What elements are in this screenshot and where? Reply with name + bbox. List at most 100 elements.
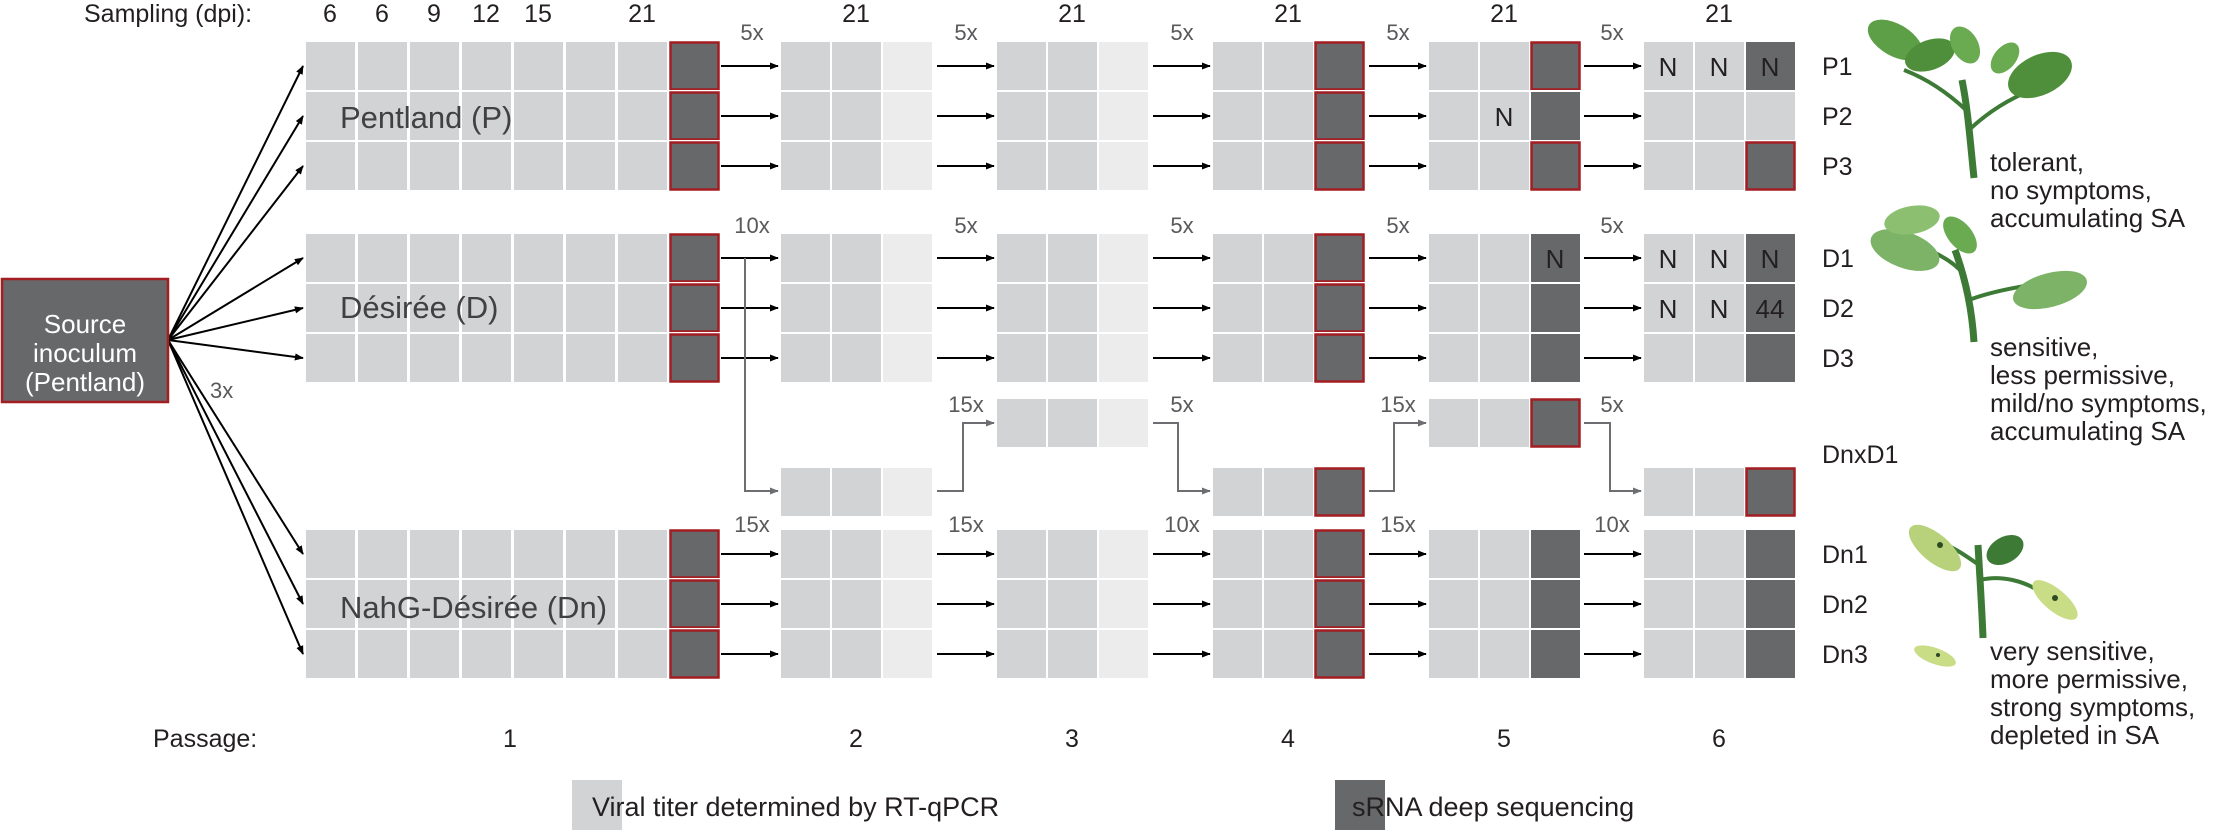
p1-cell: [356, 628, 409, 680]
p1-cell: [356, 140, 409, 192]
seq-cell: [1529, 232, 1582, 284]
cell-mark: N: [1761, 52, 1780, 82]
sample-cell: [1478, 40, 1531, 92]
sequenced-outline: [1314, 141, 1365, 191]
p1-cell: [564, 578, 617, 630]
cultivar-name: Pentland (P): [340, 100, 512, 135]
p1-cell: [564, 628, 617, 680]
sample-cell: [1478, 282, 1531, 334]
transfer-arrow: [167, 165, 304, 341]
seq-cell: [1744, 332, 1797, 384]
trait-text: no symptoms,: [1990, 175, 2152, 205]
p1-cell: [460, 282, 513, 334]
p1-cell: [616, 628, 669, 680]
cell-mark: N: [1761, 244, 1780, 274]
nahg-multiplier: 15x: [948, 512, 983, 537]
sample-cell: [1097, 332, 1150, 384]
dpi-label: 21: [842, 0, 870, 28]
p1-cell: [356, 528, 409, 580]
sample-cell: [779, 40, 832, 92]
dpi-label: 15: [524, 0, 552, 28]
sample-cell: [995, 90, 1048, 142]
p1-cell: [616, 282, 669, 334]
nahg-desiree-plant-illustration: [1908, 524, 2078, 667]
sample-cell: [830, 282, 883, 334]
sample-cell: [1642, 578, 1695, 630]
sequenced-outline: [1745, 467, 1796, 517]
desiree-multiplier: 10x: [734, 213, 769, 238]
sample-cell: [881, 466, 934, 518]
seq-cell: [1313, 40, 1366, 92]
source-line-1: Source: [44, 309, 126, 339]
transfer-arrow: [744, 258, 779, 495]
seq-cell: [1744, 466, 1797, 518]
sequenced-outline: [669, 579, 720, 629]
p1-cell: [304, 332, 357, 384]
sample-cell: [1427, 332, 1480, 384]
sample-cell: [1642, 232, 1695, 284]
sample-grid: [304, 40, 1797, 680]
sequenced-outline: [1314, 41, 1365, 91]
sample-cell: [1097, 40, 1150, 92]
sample-cell: [881, 140, 934, 192]
sample-cell: [779, 628, 832, 680]
desiree-multiplier: 5x: [1170, 213, 1193, 238]
transfer-arrow: [167, 339, 304, 361]
seq-cell: [1744, 628, 1797, 680]
sample-cell: [1478, 90, 1531, 142]
p1-cell: [616, 140, 669, 192]
p1-cell: [564, 90, 617, 142]
sample-cell: [1046, 40, 1099, 92]
sample-cell: [1262, 232, 1315, 284]
sample-cell: [1046, 90, 1099, 142]
cell-mark: N: [1495, 102, 1514, 132]
sample-cell: [830, 232, 883, 284]
sample-cell: [1262, 40, 1315, 92]
cultivar-name: NahG-Désirée (Dn): [340, 590, 607, 625]
seq-cell: [1529, 578, 1582, 630]
sample-cell: [830, 578, 883, 630]
sample-cell: [779, 528, 832, 580]
sample-cell: [881, 628, 934, 680]
sequenced-outline: [669, 91, 720, 141]
sample-cell: [1427, 40, 1480, 92]
p1-cell: [356, 578, 409, 630]
nahg-multiplier: 10x: [1594, 512, 1629, 537]
sample-cell: [881, 90, 934, 142]
p1-seq-cell: [668, 332, 721, 384]
sample-cell: [1211, 628, 1264, 680]
dnxd1-multiplier: 15x: [1380, 392, 1415, 417]
sample-cell: [779, 466, 832, 518]
sample-cell: [1642, 282, 1695, 334]
p1-seq-cell: [668, 40, 721, 92]
p1-cell: [512, 628, 565, 680]
p1-seq-cell: [668, 628, 721, 680]
passage-number: 1: [503, 725, 517, 753]
p1-cell: [460, 40, 513, 92]
dpi-label: 21: [1274, 0, 1302, 28]
sample-cell: [779, 578, 832, 630]
cell-mark: N: [1659, 244, 1678, 274]
sequenced-outline: [1314, 233, 1365, 283]
cell-mark: N: [1546, 244, 1565, 274]
p1-cell: [408, 528, 461, 580]
p1-cell: [564, 528, 617, 580]
legend: Viral titer determined by RT-qPCR sRNA d…: [572, 780, 1634, 830]
sample-cell: [1097, 578, 1150, 630]
sample-cell: [1211, 232, 1264, 284]
sample-cell: [995, 332, 1048, 384]
sample-cell: [1693, 332, 1746, 384]
p1-cell: [408, 628, 461, 680]
p1-cell: [460, 628, 513, 680]
p1-cell: [616, 232, 669, 284]
sample-cell: [1046, 628, 1099, 680]
pentland-multiplier: 5x: [740, 20, 763, 45]
sample-cell: [1097, 628, 1150, 680]
sample-cell: [830, 628, 883, 680]
sample-cell: [1642, 90, 1695, 142]
line-label: P1: [1822, 53, 1853, 81]
sequenced-outline: [1745, 141, 1796, 191]
sequenced-outline: [1530, 398, 1581, 448]
seq-cell: [1744, 578, 1797, 630]
